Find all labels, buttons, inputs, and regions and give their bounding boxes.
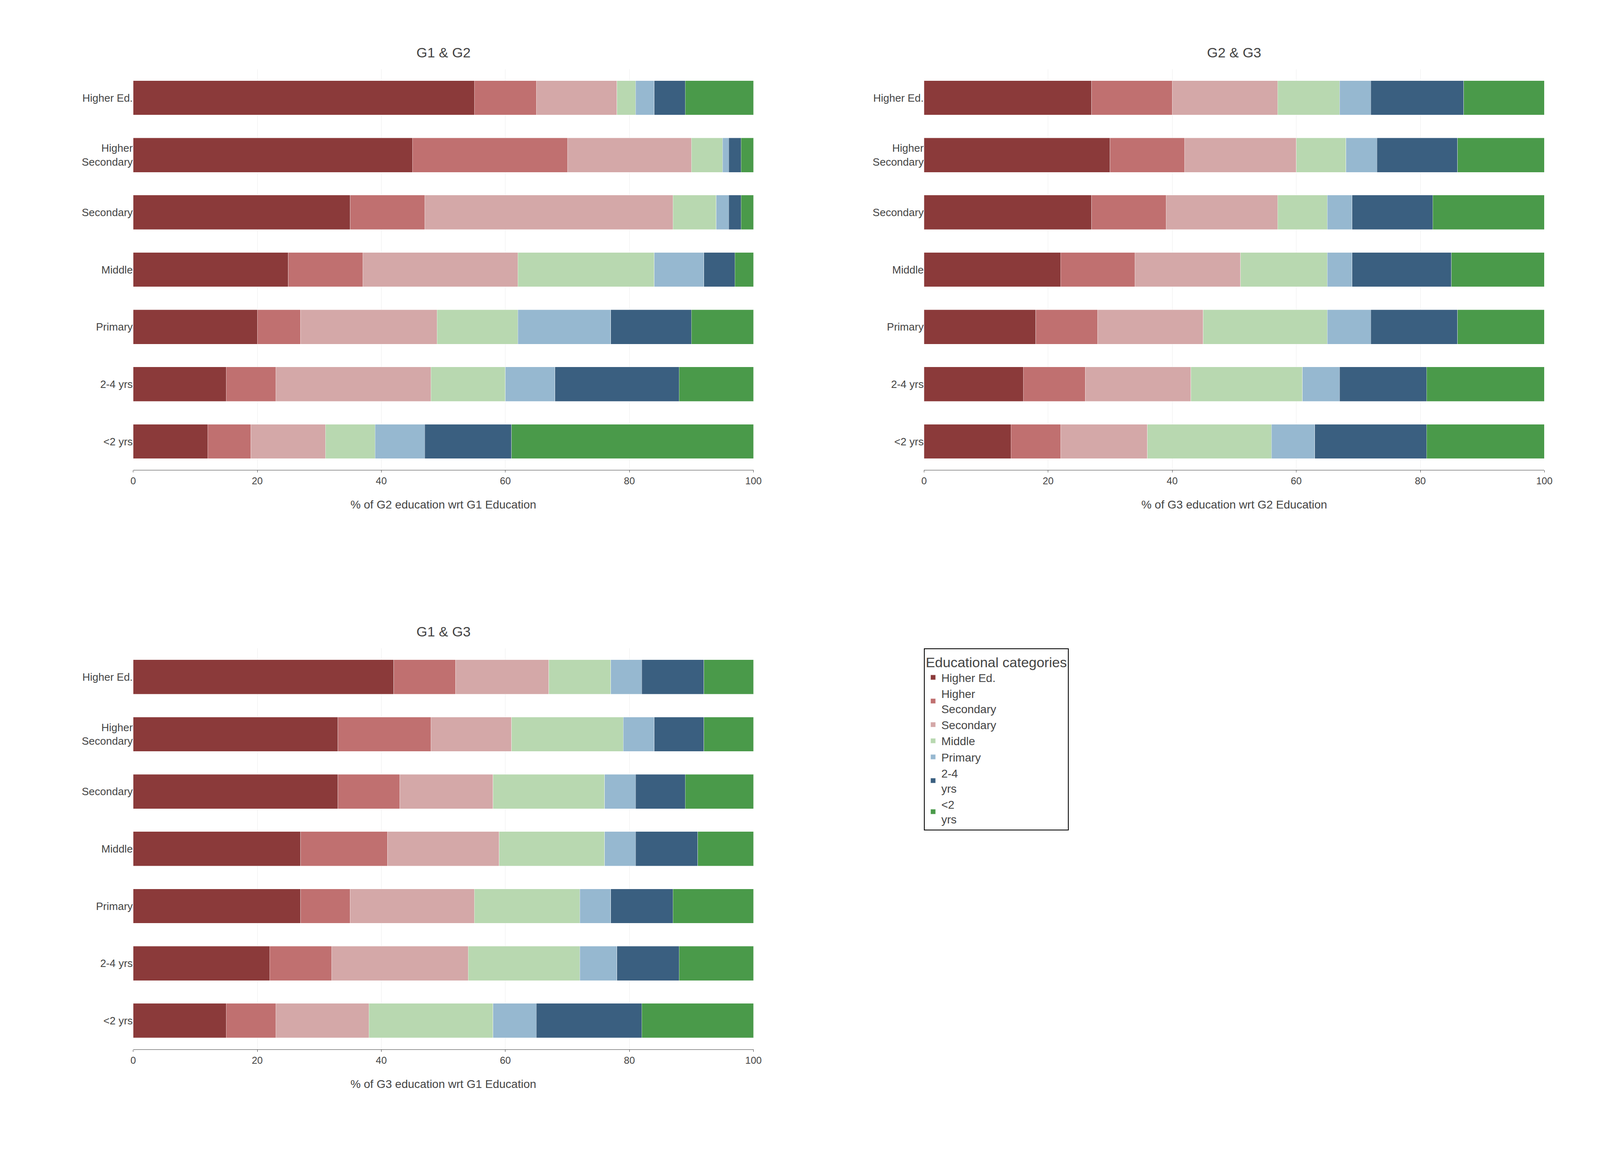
svg-text:% of G3 education wrt G1 Educa: % of G3 education wrt G1 Education xyxy=(350,1078,537,1091)
svg-text:20: 20 xyxy=(251,475,263,487)
svg-text:Secondary: Secondary xyxy=(81,206,133,219)
svg-text:20: 20 xyxy=(251,1055,263,1067)
svg-text:60: 60 xyxy=(499,475,511,487)
svg-text:80: 80 xyxy=(624,1055,636,1067)
svg-text:Higher Ed.: Higher Ed. xyxy=(873,91,924,105)
svg-text:Middle: Middle xyxy=(101,843,133,856)
svg-text:<2 yrs: <2 yrs xyxy=(894,435,924,448)
svg-text:Higher Ed.: Higher Ed. xyxy=(82,91,133,105)
svg-text:Secondary: Secondary xyxy=(941,719,997,732)
svg-text:<2 yrs: <2 yrs xyxy=(103,1014,133,1028)
svg-text:% of G2 education wrt G1 Educa: % of G2 education wrt G1 Education xyxy=(350,498,537,512)
svg-text:Primary: Primary xyxy=(96,900,133,913)
svg-text:Middle: Middle xyxy=(892,263,924,277)
svg-text:2-4 yrs: 2-4 yrs xyxy=(891,378,924,391)
svg-text:HigherSecondary: HigherSecondary xyxy=(81,141,133,169)
svg-text:Primary: Primary xyxy=(96,320,133,334)
svg-text:<2yrs: <2yrs xyxy=(941,798,957,827)
svg-text:80: 80 xyxy=(624,475,636,487)
svg-text:Higher Ed.: Higher Ed. xyxy=(941,672,996,685)
svg-text:Educational categories: Educational categories xyxy=(925,654,1067,671)
svg-text:100: 100 xyxy=(745,1055,762,1067)
svg-text:Middle: Middle xyxy=(941,735,975,748)
svg-text:G1 & G3: G1 & G3 xyxy=(416,624,471,640)
svg-text:Primary: Primary xyxy=(886,320,924,334)
svg-text:60: 60 xyxy=(499,1055,511,1067)
svg-text:40: 40 xyxy=(375,1055,387,1067)
svg-text:100: 100 xyxy=(1536,475,1553,487)
svg-text:<2 yrs: <2 yrs xyxy=(103,435,133,448)
svg-text:HigherSecondary: HigherSecondary xyxy=(872,141,924,169)
svg-text:100: 100 xyxy=(745,475,762,487)
svg-text:HigherSecondary: HigherSecondary xyxy=(81,721,133,748)
svg-text:80: 80 xyxy=(1414,475,1427,487)
svg-text:0: 0 xyxy=(921,475,927,487)
svg-text:Higher Ed.: Higher Ed. xyxy=(82,671,133,684)
svg-text:40: 40 xyxy=(375,475,387,487)
svg-text:40: 40 xyxy=(1166,475,1178,487)
svg-text:20: 20 xyxy=(1042,475,1054,487)
svg-text:Middle: Middle xyxy=(101,263,133,277)
svg-text:2-4yrs: 2-4yrs xyxy=(941,767,958,796)
svg-text:60: 60 xyxy=(1290,475,1302,487)
svg-text:G2 & G3: G2 & G3 xyxy=(1206,44,1262,61)
svg-text:Secondary: Secondary xyxy=(81,785,133,798)
svg-text:Primary: Primary xyxy=(941,751,981,765)
svg-text:G1 & G2: G1 & G2 xyxy=(416,44,471,61)
svg-text:2-4 yrs: 2-4 yrs xyxy=(100,378,133,391)
svg-text:0: 0 xyxy=(130,475,136,487)
svg-text:Secondary: Secondary xyxy=(872,206,924,219)
svg-text:% of G3 education wrt G2 Educa: % of G3 education wrt G2 Education xyxy=(1141,498,1328,512)
svg-text:0: 0 xyxy=(130,1055,136,1067)
svg-text:2-4 yrs: 2-4 yrs xyxy=(100,957,133,970)
svg-text:HigherSecondary: HigherSecondary xyxy=(941,688,997,716)
